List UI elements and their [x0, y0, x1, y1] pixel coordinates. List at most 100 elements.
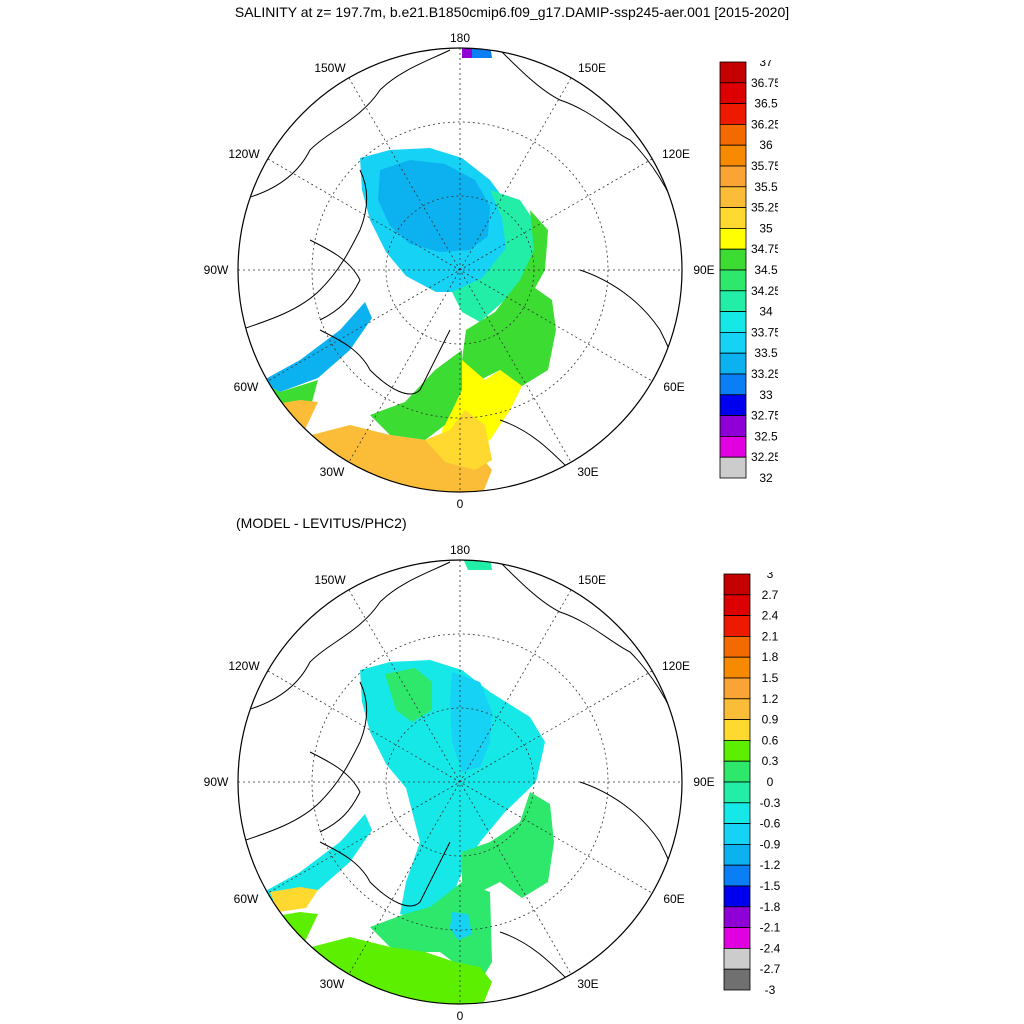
colorbar-swatch	[723, 615, 751, 637]
lon-label-90e: 90E	[693, 775, 714, 789]
colorbar-tick-label: -0.3	[760, 796, 781, 810]
colorbar-tick-label: 32.75	[751, 409, 778, 423]
colorbar-tick-label: 1.8	[762, 650, 779, 664]
graticule	[238, 560, 682, 1004]
colorbar-swatch	[723, 927, 751, 949]
colorbar-tick-label: 3	[767, 572, 774, 581]
colorbar-swatch	[719, 207, 747, 229]
colorbar-swatch	[719, 61, 747, 84]
colorbar-tick-label: 33.75	[751, 325, 778, 339]
colorbar-tick-label: 1.2	[762, 692, 779, 706]
colorbar-tick-label: 34	[759, 305, 773, 319]
field-region	[462, 48, 472, 58]
lon-label-150w: 150W	[314, 61, 346, 75]
colorbar-swatch	[723, 739, 751, 762]
map-border	[237, 559, 683, 1005]
lon-label-120e: 120E	[662, 659, 690, 673]
lon-label-60w: 60W	[234, 892, 259, 906]
figure-subtitle: (MODEL - LEVITUS/PHC2)	[236, 515, 407, 531]
colorbar-swatch	[719, 227, 747, 250]
difference-colorbar: 3 2.7 2.4 2.1 1.8 1.5 1.2 0.9 0.6 0.3 0 -0.3 -0.6 -0.…	[723, 572, 781, 997]
colorbar-swatch	[723, 719, 751, 741]
field-region	[378, 160, 490, 252]
field-region	[270, 887, 318, 912]
colorbar-swatch	[723, 968, 751, 991]
colorbar-swatch	[719, 248, 747, 271]
colorbar-tick-label: 35.25	[751, 201, 778, 215]
lon-label-0: 0	[457, 1009, 464, 1022]
colorbar-tick-label: 36	[759, 138, 773, 152]
colorbar-swatch	[723, 677, 751, 700]
colorbar-tick-label: -1.5	[760, 879, 781, 893]
colorbar-swatch	[719, 124, 747, 146]
lon-label-180: 180	[450, 31, 470, 45]
colorbar-swatch	[723, 864, 751, 887]
colorbar-tick-label: 2.4	[762, 609, 779, 623]
colorbar-tick-label: 1.5	[762, 671, 779, 685]
lon-label-120e: 120E	[662, 147, 690, 161]
colorbar-swatch	[719, 290, 747, 313]
field-region	[385, 668, 432, 722]
colorbar-swatch	[723, 947, 751, 970]
colorbar-tick-label: -1.2	[760, 858, 781, 872]
colorbar-tick-label: 2.7	[762, 588, 779, 602]
salinity-colorbar: 37 36.75 36.5 36.25 36 35.75 35.5 35.25 35 34.75 3…	[719, 60, 778, 485]
colorbar-swatch	[723, 781, 751, 804]
field-region	[462, 210, 556, 386]
colorbar-swatch	[723, 636, 751, 658]
colorbar-tick-label: 32.25	[751, 450, 778, 464]
colorbar-tick-label: 34.25	[751, 284, 778, 298]
colorbar-swatch	[719, 82, 747, 104]
colorbar-swatch	[719, 103, 747, 125]
lon-label-60e: 60E	[663, 892, 684, 906]
field-region	[462, 560, 492, 570]
colorbar-swatch	[723, 656, 751, 679]
lon-label-30e: 30E	[577, 465, 598, 479]
colorbar-tick-label: 0.3	[762, 754, 779, 768]
colorbar-tick-label: -3	[765, 983, 776, 997]
map-border	[237, 47, 683, 493]
field-region	[452, 190, 540, 322]
colorbar-swatch	[719, 352, 747, 375]
colorbar-swatch	[723, 906, 751, 928]
lon-label-150e: 150E	[578, 61, 606, 75]
colorbar-swatch	[723, 760, 751, 783]
colorbar-tick-label: -0.9	[760, 837, 781, 851]
colorbar-tick-label: 32.5	[754, 429, 778, 443]
colorbar-tick-label: 0	[767, 775, 774, 789]
colorbar-swatch	[719, 415, 747, 437]
lon-label-150w: 150W	[314, 573, 346, 587]
colorbar-tick-label: 35	[759, 221, 773, 235]
colorbar-swatch	[723, 843, 751, 866]
lon-label-90e: 90E	[693, 263, 714, 277]
figure-title: SALINITY at z= 197.7m, b.e21.B1850cmip6.…	[234, 4, 790, 20]
colorbar-tick-label: 36.25	[751, 117, 778, 131]
colorbar-tick-label: -2.1	[760, 921, 781, 935]
colorbar-tick-label: 33	[759, 388, 773, 402]
colorbar-swatch	[719, 165, 747, 188]
colorbar-tick-label: 34.75	[751, 242, 778, 256]
colorbar-swatch	[719, 144, 747, 167]
lon-label-90w: 90W	[204, 775, 229, 789]
colorbar-swatch	[719, 269, 747, 292]
lon-label-60w: 60W	[234, 380, 259, 394]
colorbar-swatch	[723, 823, 751, 845]
colorbar-tick-label: 35.75	[751, 159, 778, 173]
colorbar-tick-label: 34.5	[754, 263, 778, 277]
graticule	[238, 48, 682, 492]
lon-label-30w: 30W	[320, 465, 345, 479]
lon-label-0: 0	[457, 497, 464, 510]
colorbar-tick-label: 33.5	[754, 346, 778, 360]
lon-label-90w: 90W	[204, 263, 229, 277]
colorbar-swatch	[723, 573, 751, 596]
salinity-map: 180 150W 150E 120W 120E 90W 90E 60W 60E …	[204, 31, 715, 510]
colorbar-swatch	[719, 394, 747, 416]
colorbar-tick-label: 37	[759, 60, 773, 69]
difference-map: 180 150W 150E 120W 120E 90W 90E 60W 60E …	[204, 543, 715, 1022]
lon-label-120w: 120W	[228, 659, 260, 673]
lon-label-120w: 120W	[228, 147, 260, 161]
colorbar-tick-label: 35.5	[754, 180, 778, 194]
colorbar-tick-label: 33.25	[751, 367, 778, 381]
field-region	[450, 672, 492, 772]
colorbar-swatch	[723, 885, 751, 908]
